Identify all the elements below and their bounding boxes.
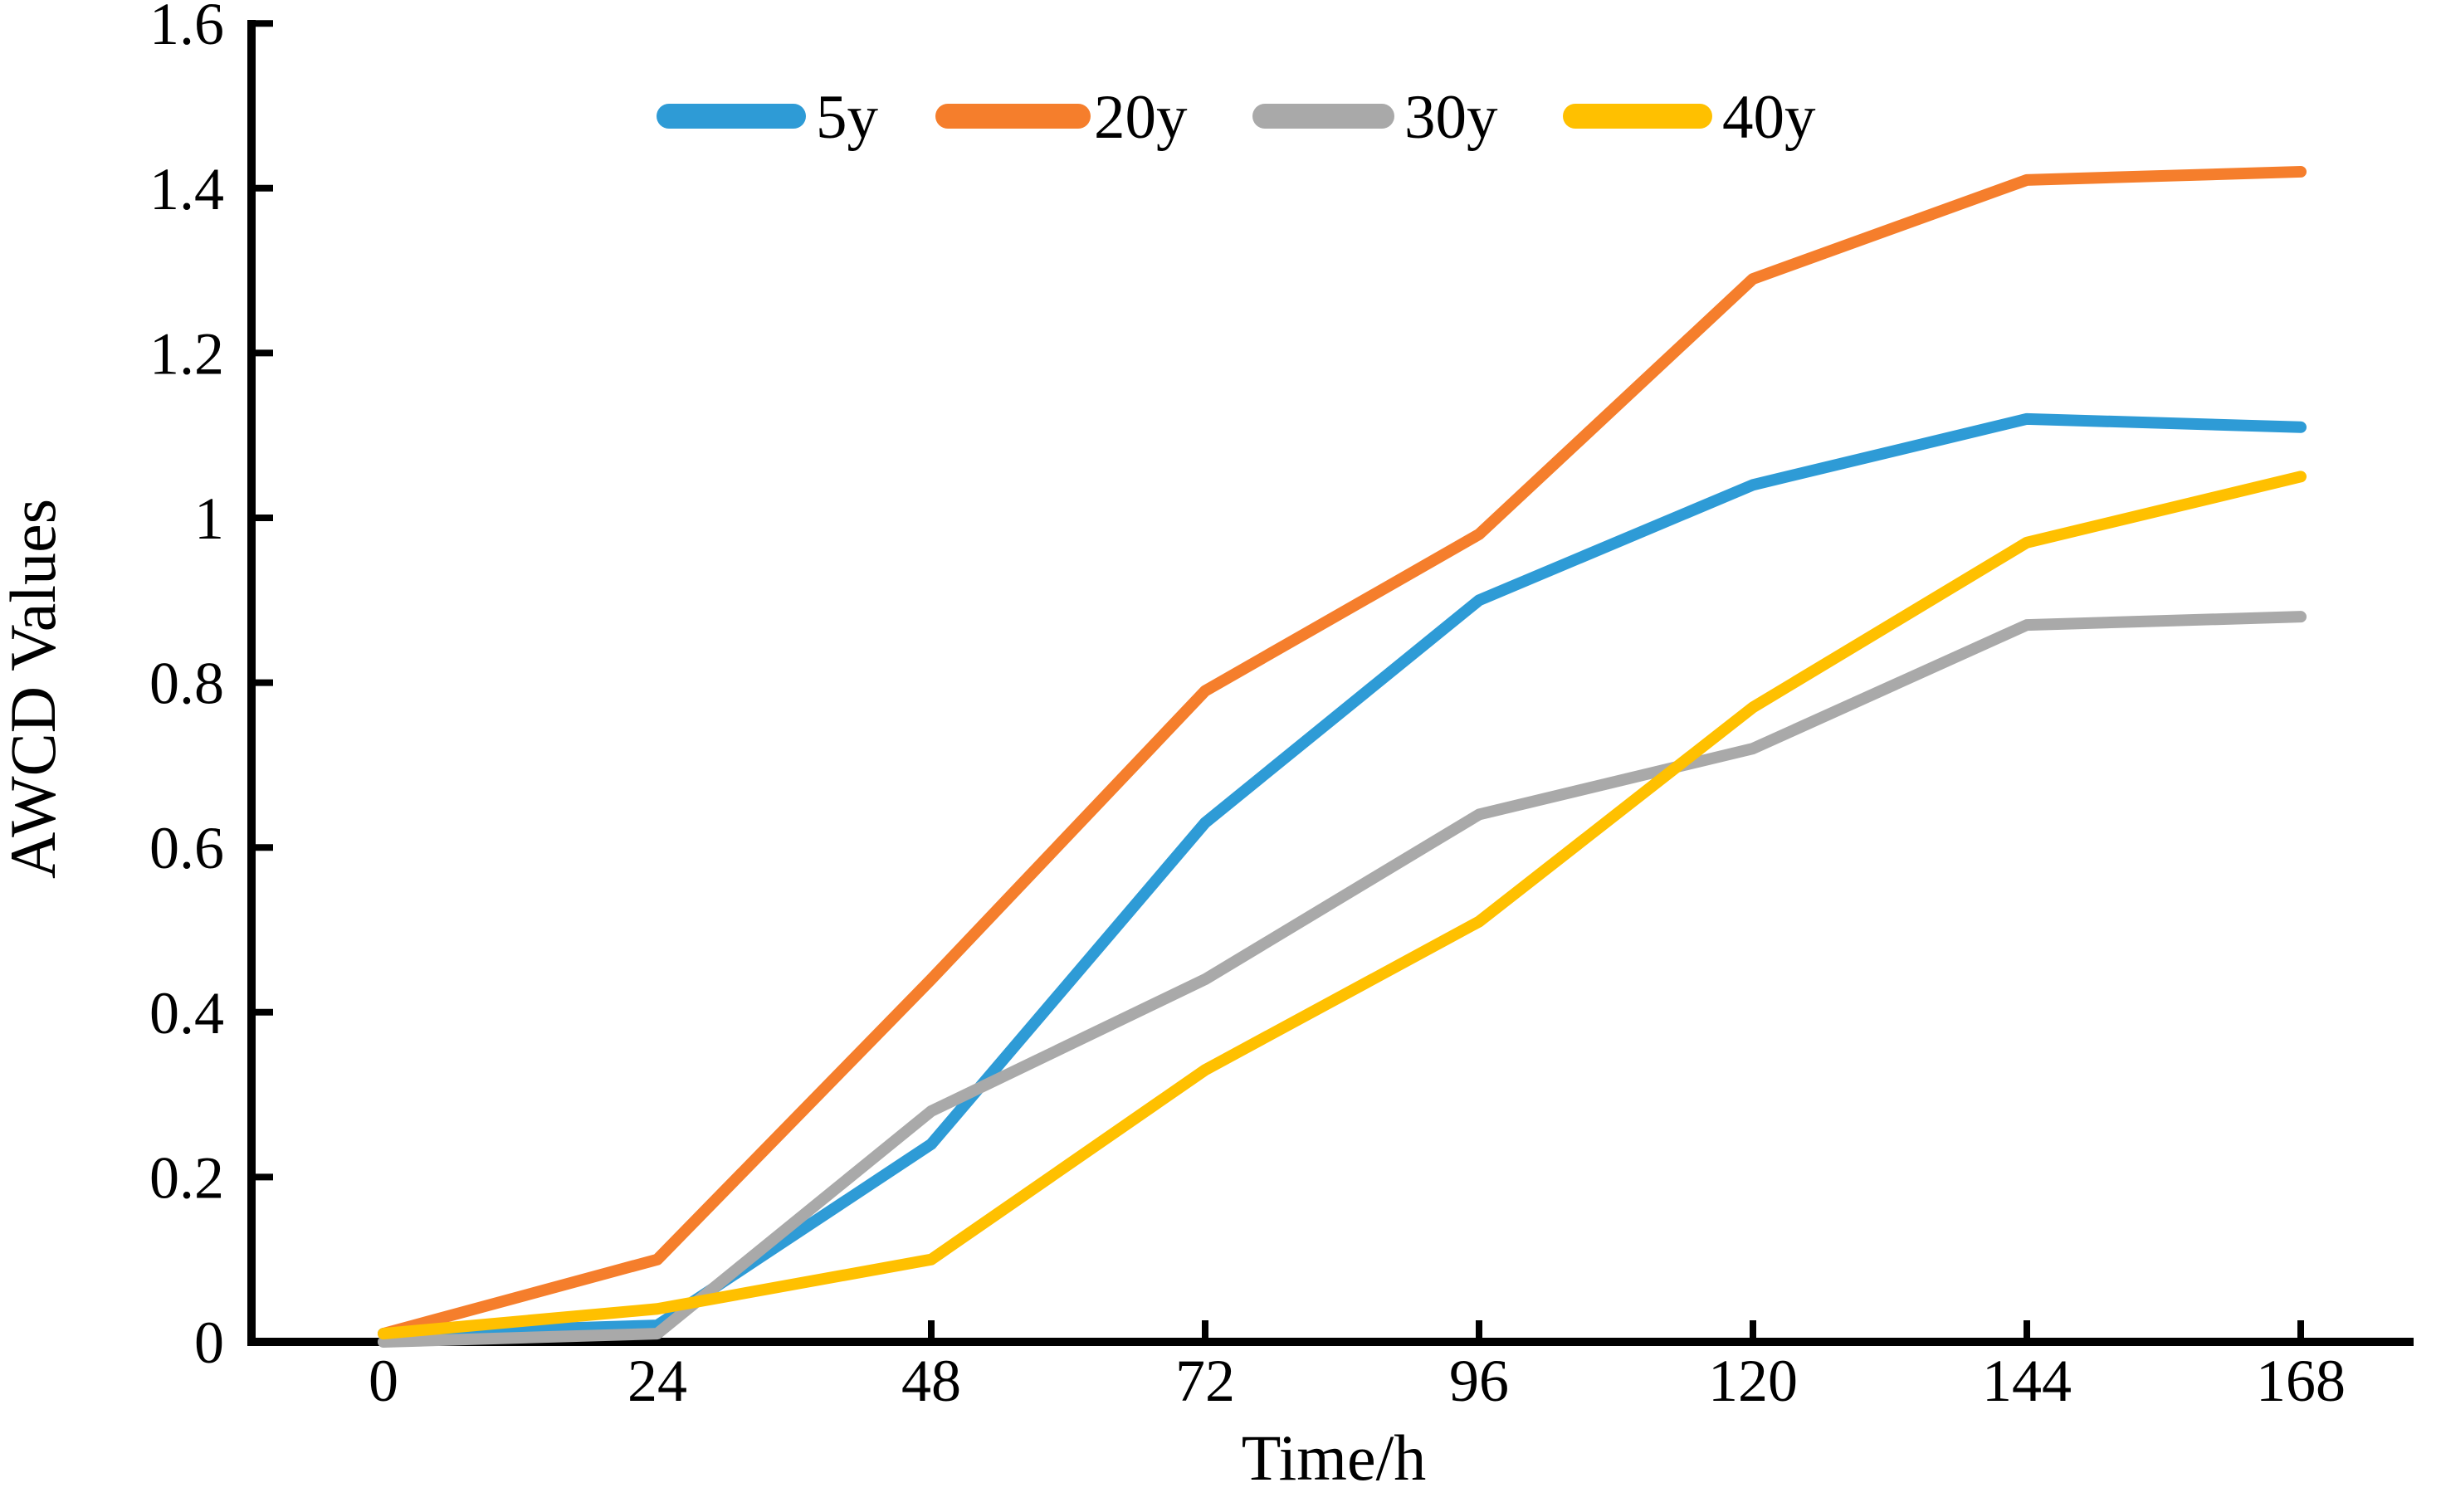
legend-item-20y: 20y: [935, 83, 1188, 152]
legend: 5y 20y 30y 40y: [657, 83, 1816, 152]
legend-label-5y: 5y: [816, 83, 879, 152]
legend-label-20y: 20y: [1094, 83, 1188, 152]
x-tick-label: 144: [1982, 1348, 2072, 1414]
axis-lines: [247, 20, 2414, 1346]
series-line-20y: [378, 165, 2307, 1340]
legend-label-30y: 30y: [1404, 83, 1498, 152]
x-tick-label: 168: [2256, 1348, 2346, 1414]
series-lines: [378, 165, 2307, 1348]
x-tick-label: 96: [1449, 1348, 1509, 1414]
legend-item-30y: 30y: [1252, 83, 1498, 152]
legend-label-40y: 40y: [1722, 83, 1816, 152]
y-tick-label: 1.4: [149, 156, 224, 222]
axes: [247, 20, 2414, 1346]
y-tick-label: 0.8: [149, 651, 224, 717]
x-tick-label: 120: [1708, 1348, 1798, 1414]
y-tick-label: 0.4: [149, 980, 224, 1046]
y-axis-title: AWCD Values: [0, 499, 69, 879]
y-tick-label: 1.2: [149, 320, 224, 387]
legend-item-40y: 40y: [1563, 83, 1816, 152]
series-line-40y: [378, 471, 2307, 1340]
y-tick-label: 0: [194, 1310, 224, 1376]
legend-item-5y: 5y: [657, 83, 879, 152]
x-axis-title: Time/h: [1242, 1422, 1427, 1494]
y-tick-label: 1: [194, 485, 224, 552]
y-tick-label: 0.2: [149, 1144, 224, 1211]
y-tick-label: 1.6: [149, 0, 224, 57]
x-tick-label: 0: [369, 1348, 398, 1414]
series-line-30y: [378, 611, 2307, 1348]
tick-labels: 0 0.2 0.4 0.6 0.8 1 1.2 1.4 1.6 0 24 48 72 96 120 144 16…: [149, 0, 2346, 1414]
x-tick-label: 24: [627, 1348, 687, 1414]
x-tick-label: 72: [1175, 1348, 1235, 1414]
y-tick-label: 0.6: [149, 815, 224, 881]
x-tick-label: 48: [901, 1348, 961, 1414]
